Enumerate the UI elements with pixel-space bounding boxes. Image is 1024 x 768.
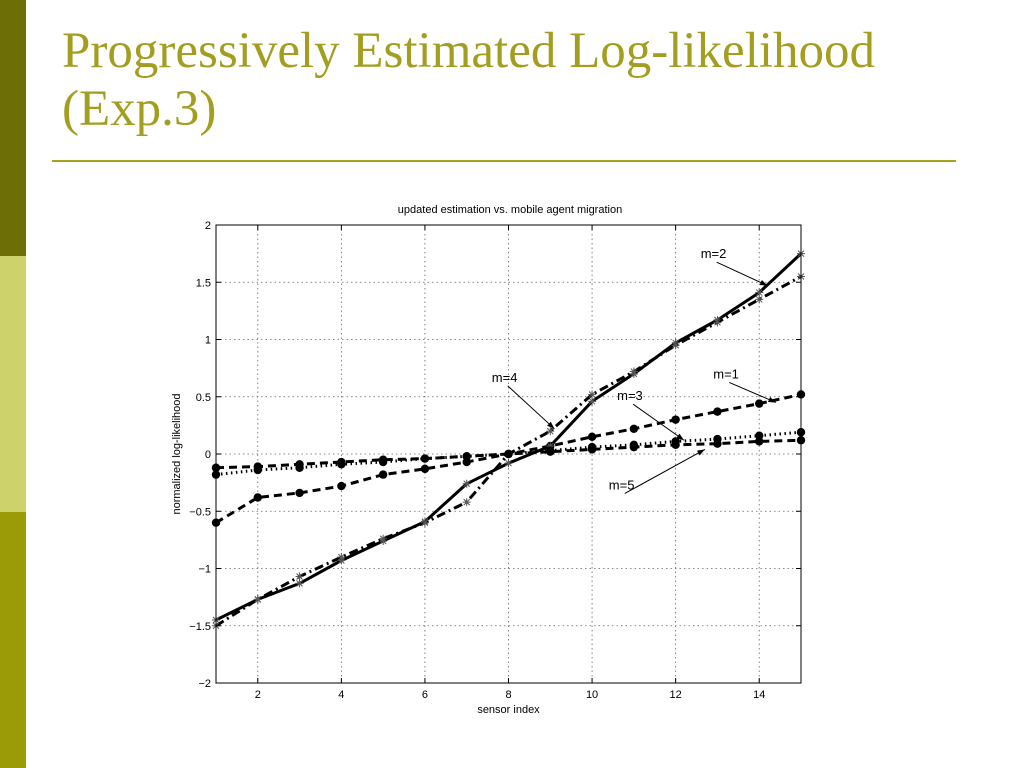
data-point-marker [462, 498, 471, 507]
series-line [215, 393, 802, 524]
data-point-marker [253, 493, 262, 502]
chart-axis-ticks: 2 4 6 8 10 12 14 −2 −1.5 −1 −0.5 0 0.5 1 1.5 2 [189, 220, 801, 701]
data-point-marker [755, 437, 764, 446]
y-tick-label: −1 [198, 564, 211, 576]
chart-series-group [211, 249, 806, 630]
data-point-marker [295, 460, 304, 469]
data-point-marker [588, 390, 597, 399]
data-point-marker [295, 579, 304, 588]
series-annotation-label: m=2 [701, 246, 727, 261]
data-point-marker [671, 341, 680, 350]
y-tick-label: 2 [205, 220, 211, 232]
data-point-marker [253, 462, 262, 471]
annotation-arrow-head [547, 421, 555, 429]
x-tick-label: 12 [670, 689, 682, 701]
series-annotation-label: m=5 [609, 477, 635, 492]
data-point-marker [546, 441, 555, 450]
data-point-marker [713, 439, 722, 448]
data-point-marker [462, 479, 471, 488]
data-point-marker [713, 407, 722, 416]
y-tick-label: −1.5 [189, 621, 211, 633]
annotation-arrow-line [507, 385, 555, 430]
y-tick-label: 0.5 [196, 392, 211, 404]
data-point-marker [587, 432, 597, 442]
data-point-marker [713, 318, 722, 327]
x-tick-label: 14 [753, 689, 765, 701]
sidebar-segment-light [0, 256, 26, 512]
chart-annotations: m=2 m=4 m=1 m=3 m=5 [492, 246, 777, 494]
log-likelihood-line-chart: updated estimation vs. mobile agent migr… [171, 204, 806, 716]
data-point-marker [629, 367, 638, 376]
annotation-arrow-line [624, 448, 706, 494]
series-annotation-label: m=3 [617, 388, 643, 403]
data-point-marker [253, 595, 262, 604]
data-point-marker [671, 440, 680, 450]
data-point-marker [378, 470, 388, 479]
x-tick-label: 8 [505, 689, 511, 701]
data-point-marker [337, 553, 346, 562]
data-point-marker [587, 445, 597, 454]
y-tick-label: 1.5 [196, 277, 211, 289]
data-point-marker [629, 442, 639, 452]
series-annotation-label: m=4 [492, 370, 518, 385]
title-underline-rule [52, 160, 956, 162]
data-point-marker [295, 572, 304, 581]
data-point-marker [546, 447, 555, 456]
chart-title: updated estimation vs. mobile agent migr… [398, 204, 622, 216]
x-tick-label: 2 [255, 689, 261, 701]
data-point-marker [629, 424, 639, 434]
series-m-5 [211, 436, 806, 472]
data-point-marker [420, 454, 430, 463]
data-point-marker [755, 288, 764, 297]
y-tick-label: 1 [205, 335, 211, 347]
annotation-arrow-head [759, 280, 768, 286]
sidebar-segment-mid [0, 512, 26, 768]
data-point-marker [546, 427, 555, 436]
x-axis-label: sensor index [477, 704, 540, 716]
series-annotation-label: m=1 [713, 366, 739, 381]
data-point-marker [295, 488, 304, 498]
data-point-marker [337, 457, 346, 467]
y-tick-label: −0.5 [189, 506, 211, 518]
data-point-marker [379, 534, 388, 543]
data-point-marker [337, 481, 346, 491]
slide-title: Progressively Estimated Log-likelihood (… [62, 22, 992, 138]
x-tick-label: 10 [586, 689, 598, 701]
data-point-marker [504, 449, 513, 459]
y-tick-label: −2 [198, 678, 211, 690]
annotation-arrow-head [767, 396, 776, 403]
annotation-arrow-head [676, 433, 684, 441]
slide-sidebar-bar [0, 0, 26, 768]
data-point-marker [420, 518, 429, 527]
annotation-arrow-line [716, 261, 768, 287]
slide-title-line-1: Progressively Estimated Log-likelihood [62, 23, 876, 79]
data-point-marker [420, 464, 430, 474]
y-tick-label: 0 [205, 449, 211, 461]
data-point-marker [588, 397, 597, 406]
data-point-marker [755, 295, 764, 304]
data-point-marker [378, 455, 388, 464]
slide-title-line-2: (Exp.3) [62, 81, 217, 137]
data-point-marker [504, 459, 513, 468]
x-tick-label: 6 [422, 689, 428, 701]
sidebar-segment-dark [0, 0, 26, 256]
annotation-arrow-line [729, 381, 777, 403]
x-tick-label: 4 [338, 689, 344, 701]
data-point-marker [755, 399, 764, 408]
data-point-marker [671, 415, 680, 424]
annotation-arrow-head [696, 449, 705, 456]
y-axis-label: normalized log-likelihood [171, 393, 183, 514]
annotation-arrow-line [632, 403, 685, 441]
data-point-marker [462, 452, 471, 461]
